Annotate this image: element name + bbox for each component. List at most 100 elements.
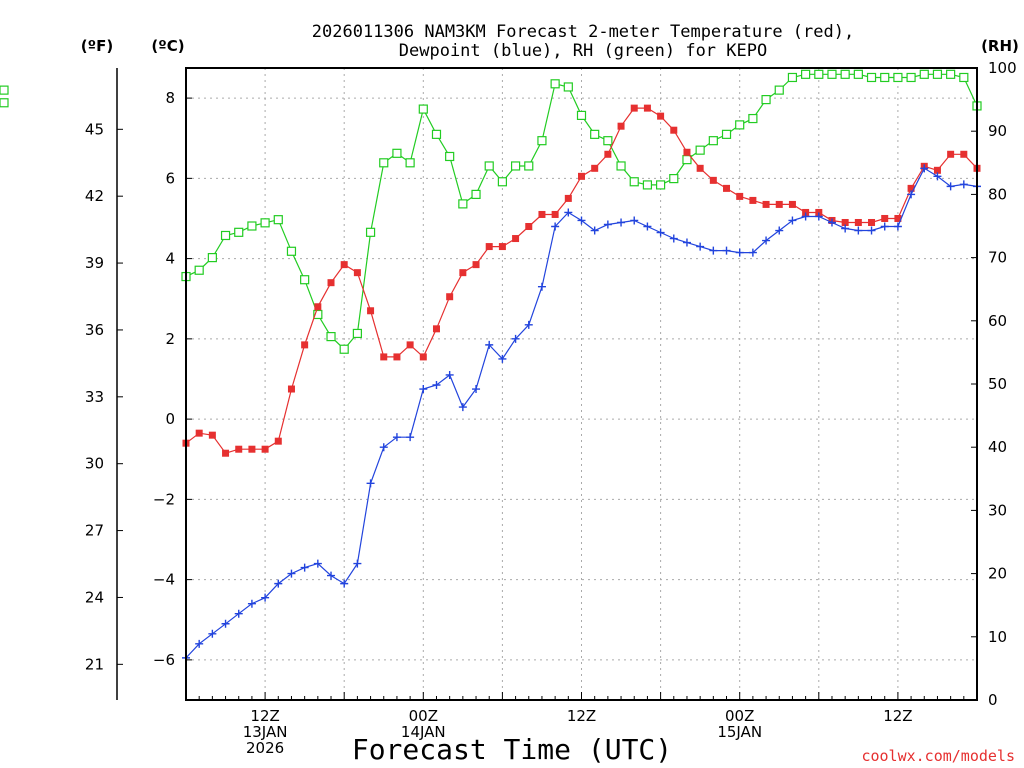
dewpoint-point [959,180,968,189]
rh-point [207,253,217,263]
temperature-point [195,429,203,437]
dewpoint-point [814,212,823,221]
time-tick-label: 12Z [250,707,279,725]
fahrenheit-tick-label: 24 [85,588,104,606]
temperature-point [657,112,665,120]
rh-tick-label: 20 [988,565,1007,583]
rh-point [748,113,758,124]
dewpoint-point [340,579,349,588]
dewpoint-point [353,559,362,568]
rh-point [352,328,362,339]
dewpoint-point [472,385,481,394]
rh-point [721,129,732,139]
rh-point [0,85,9,95]
rh-tick-label: 70 [988,249,1007,267]
fahrenheit-tick-label: 30 [85,455,104,473]
dewpoint-point [775,226,784,235]
temperature-point [419,353,427,361]
temperature-point [868,218,876,226]
rh-point [774,85,784,95]
dewpoint-point [511,334,520,343]
dewpoint-point [524,320,533,329]
rh-point [273,215,283,225]
dewpoint-point [827,218,836,227]
rh-point [761,94,771,105]
temperature-point [630,104,638,112]
dewpoint-point [485,340,494,349]
rh-point [814,69,824,79]
dewpoint-point [551,222,560,231]
dewpoint-point [630,216,639,225]
rh-point [959,72,969,83]
dewpoint-point [617,218,626,227]
dewpoint-point [722,246,731,255]
temperature-point [301,341,309,349]
rh-point [669,174,679,184]
celsius-tick-label: −4 [153,571,175,589]
rh-point [234,227,244,237]
rh-point [708,136,718,146]
rh-point [326,332,336,342]
rh-tick-label: 10 [988,628,1007,646]
temperature-point [525,223,533,231]
rh-point [946,69,956,79]
dewpoint-point [313,559,322,568]
dewpoint-series [182,164,981,662]
dewpoint-point [261,593,270,602]
temperature-point [617,122,625,130]
gridlines [186,68,977,700]
dewpoint-point [419,385,428,394]
dewpoint-point [907,190,916,199]
temperature-point [512,235,520,243]
dewpoint-point [327,571,336,580]
fahrenheit-tick-label: 21 [85,655,104,673]
rh-point [550,79,560,89]
dewpoint-point [788,216,797,225]
temperature-point [788,200,796,208]
dewpoint-point [748,248,757,257]
temperature-point [736,192,744,200]
time-tick-label: 13JAN [243,723,288,741]
time-tick-label: 12Z [567,707,596,725]
celsius-axis-ticks: 8 6 4 2 0 −2 −4 −6 [153,89,192,669]
dewpoint-point [234,609,243,618]
rh-tick-label: 0 [988,691,998,709]
fahrenheit-tick-label: 36 [85,321,104,339]
temperature-point [564,194,572,202]
chart-title-line-1: 2026011306 NAM3KM Forecast 2-meter Tempe… [312,22,854,42]
dewpoint-point [208,629,217,638]
dewpoint-point [709,246,718,255]
temperature-point [248,445,256,453]
celsius-tick-label: −6 [153,651,175,669]
rh-point [300,275,310,285]
fahrenheit-axis: 45 42 39 36 33 30 27 24 21 [85,68,123,700]
celsius-tick-label: 2 [165,330,175,348]
temperature-point [854,218,862,226]
rh-point [853,69,863,79]
temperature-point [327,279,335,287]
credit-text[interactable]: coolwx.com/models [861,747,1015,765]
rh-point [695,145,705,155]
rh-point [866,72,877,83]
rh-tick-label: 50 [988,375,1007,393]
temperature-point [709,176,717,184]
rh-point [919,69,929,79]
dewpoint-point [735,248,744,257]
rh-point [497,177,507,187]
rh-tick-label: 40 [988,438,1007,456]
temperature-point [314,303,322,311]
dewpoint-point [946,182,955,191]
dewpoint-point [893,222,902,231]
celsius-tick-label: 0 [165,410,175,428]
rh-point [629,177,639,187]
rh-point [880,72,890,83]
temperature-point [762,200,770,208]
rh-point [220,230,231,241]
rh-point [537,136,547,146]
temperature-point [274,437,282,445]
dewpoint-point [406,433,415,442]
rh-point [787,72,798,83]
celsius-tick-label: 4 [165,250,175,268]
rh-point [484,161,494,171]
dewpoint-point [577,216,586,225]
